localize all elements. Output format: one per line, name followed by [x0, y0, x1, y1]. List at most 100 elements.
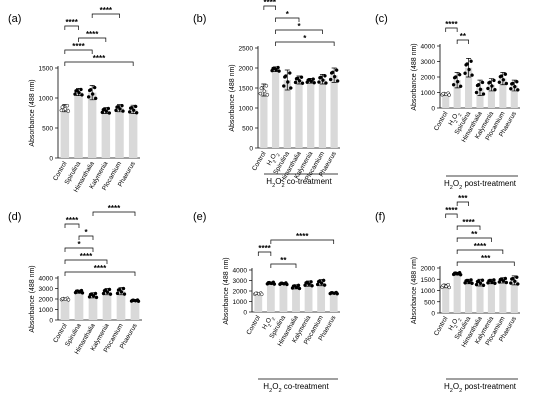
significance-bracket — [445, 27, 458, 32]
data-point — [441, 91, 445, 96]
data-point — [447, 93, 451, 97]
data-point — [509, 87, 513, 91]
data-point — [79, 87, 83, 92]
y-tick-label: 2500 — [239, 46, 254, 53]
data-point — [323, 74, 327, 78]
data-point — [65, 103, 70, 108]
y-tick-label: 4000 — [39, 276, 54, 283]
data-point — [277, 69, 281, 73]
data-point — [516, 282, 520, 286]
significance-bracket — [64, 49, 93, 54]
data-point — [335, 292, 339, 296]
data-point — [258, 91, 263, 96]
bar-himanthalia — [476, 87, 484, 108]
significance-bracket — [64, 223, 80, 228]
data-point — [329, 291, 333, 295]
significance-bracket — [456, 237, 492, 242]
panel-label: (f) — [375, 211, 385, 223]
data-point — [260, 292, 264, 297]
significance-bracket — [456, 225, 481, 230]
significance-label: **** — [108, 204, 121, 213]
data-point — [73, 92, 77, 96]
data-point — [486, 86, 490, 91]
data-point — [105, 290, 110, 295]
panel-label: (b) — [193, 13, 206, 25]
bar-plocamium — [115, 108, 124, 158]
significance-bracket — [257, 251, 272, 256]
data-point — [504, 280, 509, 285]
data-point — [262, 89, 267, 93]
data-point — [122, 292, 127, 296]
y-tick-label: 1500 — [39, 66, 54, 73]
bar-plocamium — [499, 280, 507, 313]
data-point — [293, 80, 298, 85]
data-point — [447, 285, 451, 290]
data-point — [475, 279, 480, 284]
data-point — [321, 78, 325, 82]
data-point — [74, 89, 78, 93]
data-point — [487, 81, 491, 85]
panel-label: (d) — [8, 211, 21, 223]
data-point — [60, 105, 65, 109]
category-label: H2O2 — [447, 315, 462, 332]
data-point — [279, 281, 283, 286]
significance-bracket — [270, 263, 297, 268]
error-bar — [466, 58, 472, 78]
data-point — [457, 72, 462, 77]
data-point — [492, 278, 496, 282]
bar-spirulina — [279, 283, 288, 312]
y-tick-label: 1500 — [421, 277, 436, 284]
data-point — [319, 281, 324, 285]
y-tick-label: 1500 — [239, 86, 254, 93]
significance-label: **** — [93, 54, 106, 63]
y-axis-label: Absorbance (488 nm) — [29, 265, 36, 332]
treatment-subtitle: H2O2 post-treatment — [444, 179, 517, 191]
bar-spirulina — [283, 80, 291, 148]
data-point — [474, 282, 479, 287]
data-point — [490, 280, 494, 284]
data-point — [311, 77, 315, 81]
data-point — [510, 277, 514, 281]
data-point — [266, 280, 271, 285]
bar-kalymenia — [307, 80, 315, 148]
data-point — [121, 109, 125, 113]
significance-label: **** — [263, 0, 276, 7]
data-point — [108, 292, 113, 296]
data-point — [317, 80, 321, 84]
data-point — [467, 280, 471, 284]
bar-phaeurus — [329, 293, 338, 312]
data-point — [307, 282, 311, 286]
bar-h2o2 — [453, 80, 461, 108]
y-tick-label: 0 — [49, 318, 53, 325]
data-point — [87, 88, 92, 93]
data-point — [504, 81, 509, 86]
data-point — [316, 279, 321, 284]
treatment-subtitle: H2O2 post-treatment — [444, 382, 517, 394]
data-point — [470, 281, 474, 286]
data-point — [481, 92, 486, 96]
significance-label: * — [84, 228, 88, 237]
y-axis-label: Absorbance (488 nm) — [29, 79, 36, 146]
significance-label: **** — [474, 242, 487, 251]
significance-label: ** — [471, 230, 478, 239]
category-label: H2O2 — [266, 150, 281, 167]
y-tick-label: 0 — [249, 146, 253, 153]
data-point — [254, 291, 258, 296]
data-point — [503, 276, 508, 281]
data-point — [503, 72, 508, 76]
data-point — [66, 109, 71, 113]
data-point — [283, 75, 287, 79]
y-tick-label: 1000 — [421, 288, 436, 295]
data-point — [469, 59, 473, 63]
bar-plocamium — [499, 78, 507, 108]
data-point — [458, 272, 463, 277]
y-tick-label: 1000 — [233, 299, 248, 306]
data-point — [94, 295, 99, 300]
bar-control — [60, 299, 70, 320]
significance-bracket — [64, 259, 108, 264]
y-tick-label: 500 — [242, 126, 253, 133]
significance-bracket — [456, 249, 504, 254]
data-point — [478, 87, 483, 92]
data-point — [300, 81, 305, 85]
